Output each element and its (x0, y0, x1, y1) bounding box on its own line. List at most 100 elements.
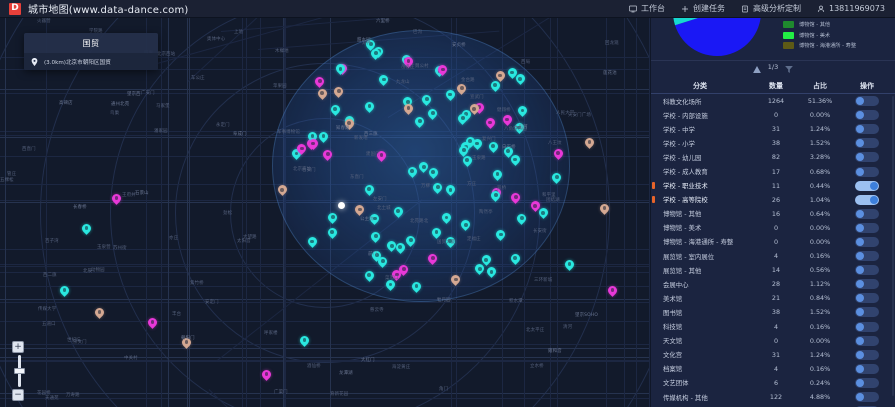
map-marker[interactable] (550, 171, 564, 185)
map-marker[interactable] (528, 199, 542, 213)
map-marker[interactable] (512, 121, 526, 135)
row-visibility-toggle[interactable] (855, 124, 879, 135)
map-marker[interactable] (420, 92, 434, 107)
map-marker[interactable] (516, 104, 529, 118)
map-marker[interactable] (500, 113, 514, 127)
map-marker[interactable] (480, 253, 493, 267)
map-marker[interactable] (369, 229, 383, 244)
row-visibility-toggle[interactable] (855, 222, 879, 233)
map-marker[interactable] (501, 144, 515, 159)
row-visibility-toggle[interactable] (855, 307, 879, 318)
map-marker[interactable] (295, 142, 309, 156)
map-marker[interactable] (80, 222, 93, 236)
create-task-button[interactable]: 创建任务 (681, 3, 725, 14)
map-marker[interactable] (384, 278, 397, 292)
zoom-in-button[interactable]: + (12, 341, 24, 353)
map-canvas[interactable]: 西三旗 育新花园 北苑路北 立水桥 天通苑 望京西 回龙观 上地 西二旗 清河 安贞桥 北土城 中关村五… (0, 18, 650, 407)
advanced-analysis-button[interactable]: 高级分析定制 (741, 3, 801, 14)
map-marker[interactable] (385, 239, 399, 253)
map-marker[interactable] (305, 235, 319, 249)
map-marker[interactable] (505, 66, 519, 80)
zoom-slider-track[interactable] (13, 355, 25, 387)
table-row[interactable]: 学校 - 中学 31 1.24% (651, 122, 895, 136)
map-marker[interactable] (376, 254, 390, 269)
map-marker[interactable] (363, 99, 376, 114)
row-visibility-toggle[interactable] (855, 152, 879, 163)
map-marker[interactable] (402, 55, 415, 69)
filter-icon[interactable] (785, 58, 794, 77)
map-marker[interactable] (456, 111, 470, 126)
map-marker[interactable] (369, 47, 383, 61)
map-marker[interactable] (427, 165, 440, 180)
map-marker[interactable] (364, 37, 378, 52)
map-marker[interactable] (493, 69, 507, 83)
table-row[interactable]: 天文馆 0 0.00% (651, 334, 895, 348)
map-marker[interactable] (342, 116, 356, 131)
map-marker[interactable] (459, 108, 473, 122)
map-marker[interactable] (440, 211, 453, 225)
row-visibility-toggle[interactable] (855, 293, 879, 304)
map-marker[interactable] (410, 279, 423, 294)
table-row[interactable]: 学校 - 职业技术 11 0.44% (651, 179, 895, 193)
legend-pagination[interactable]: 1/3 (651, 60, 895, 73)
map-marker[interactable] (325, 225, 339, 240)
map-marker[interactable] (436, 63, 450, 77)
map-zoom-control[interactable]: + − (12, 341, 26, 401)
map-marker[interactable] (485, 265, 498, 279)
map-marker[interactable] (426, 106, 440, 121)
map-marker[interactable] (431, 181, 444, 195)
table-row[interactable]: 文化宫 31 1.24% (651, 348, 895, 362)
user-account-button[interactable]: 13811969073 (817, 4, 885, 13)
map-marker[interactable] (509, 191, 523, 205)
map-marker[interactable] (449, 273, 463, 287)
map-marker[interactable] (328, 103, 342, 117)
map-marker[interactable] (468, 102, 481, 116)
zoom-slider-thumb[interactable] (13, 368, 25, 374)
map-marker[interactable] (375, 148, 388, 163)
map-marker[interactable] (494, 228, 507, 242)
map-marker[interactable] (459, 218, 473, 232)
legend-item[interactable]: 博物馆 - 其他 (783, 21, 889, 28)
table-row[interactable]: 展览馆 - 其他 14 0.56% (651, 263, 895, 277)
map-marker[interactable] (444, 183, 457, 197)
row-visibility-toggle[interactable] (855, 279, 879, 290)
map-marker[interactable] (393, 240, 407, 255)
map-marker[interactable] (463, 134, 477, 149)
map-marker[interactable] (326, 210, 340, 225)
table-row[interactable]: 学校 - 小学 38 1.52% (651, 136, 895, 150)
map-marker[interactable] (508, 153, 522, 167)
map-marker[interactable] (404, 233, 418, 248)
row-visibility-toggle[interactable] (855, 110, 879, 121)
map-marker[interactable] (537, 206, 550, 220)
table-row[interactable]: 博物馆 - 海港通所 - 寿整 0 0.00% (651, 235, 895, 249)
row-visibility-toggle[interactable] (855, 377, 879, 388)
map-marker[interactable] (180, 336, 193, 350)
legend-item[interactable]: 博物馆 - 美术 (783, 31, 889, 39)
pie-slice[interactable] (675, 18, 761, 56)
row-visibility-toggle[interactable] (855, 166, 879, 177)
map-marker[interactable] (306, 129, 319, 144)
map-marker[interactable] (370, 248, 384, 263)
map-marker[interactable] (377, 73, 391, 87)
map-marker[interactable] (313, 75, 327, 89)
map-marker[interactable] (110, 192, 123, 206)
row-visibility-toggle[interactable] (855, 194, 879, 205)
legend-item[interactable]: 博物馆 - 海港通所 - 寿整 (783, 42, 889, 49)
map-marker[interactable] (488, 78, 502, 93)
map-marker[interactable] (444, 234, 457, 249)
map-marker[interactable] (146, 316, 159, 330)
map-marker[interactable] (489, 188, 503, 203)
map-marker[interactable] (402, 102, 415, 116)
map-marker[interactable] (405, 164, 419, 179)
map-marker[interactable] (486, 139, 500, 154)
map-marker[interactable] (390, 268, 404, 282)
map-marker[interactable] (58, 284, 71, 298)
table-row[interactable]: 学校 - 幼儿园 82 3.28% (651, 150, 895, 164)
table-scrollbar[interactable] (892, 96, 894, 396)
map-marker[interactable] (317, 129, 330, 144)
map-marker[interactable] (515, 212, 529, 226)
map-marker[interactable] (598, 202, 611, 216)
popup-detail-row[interactable]: (3.0km)北京市朝阳区国贸 (24, 53, 158, 70)
map-marker[interactable] (397, 262, 411, 277)
table-row[interactable]: 博物馆 - 其他 16 0.64% (651, 207, 895, 221)
